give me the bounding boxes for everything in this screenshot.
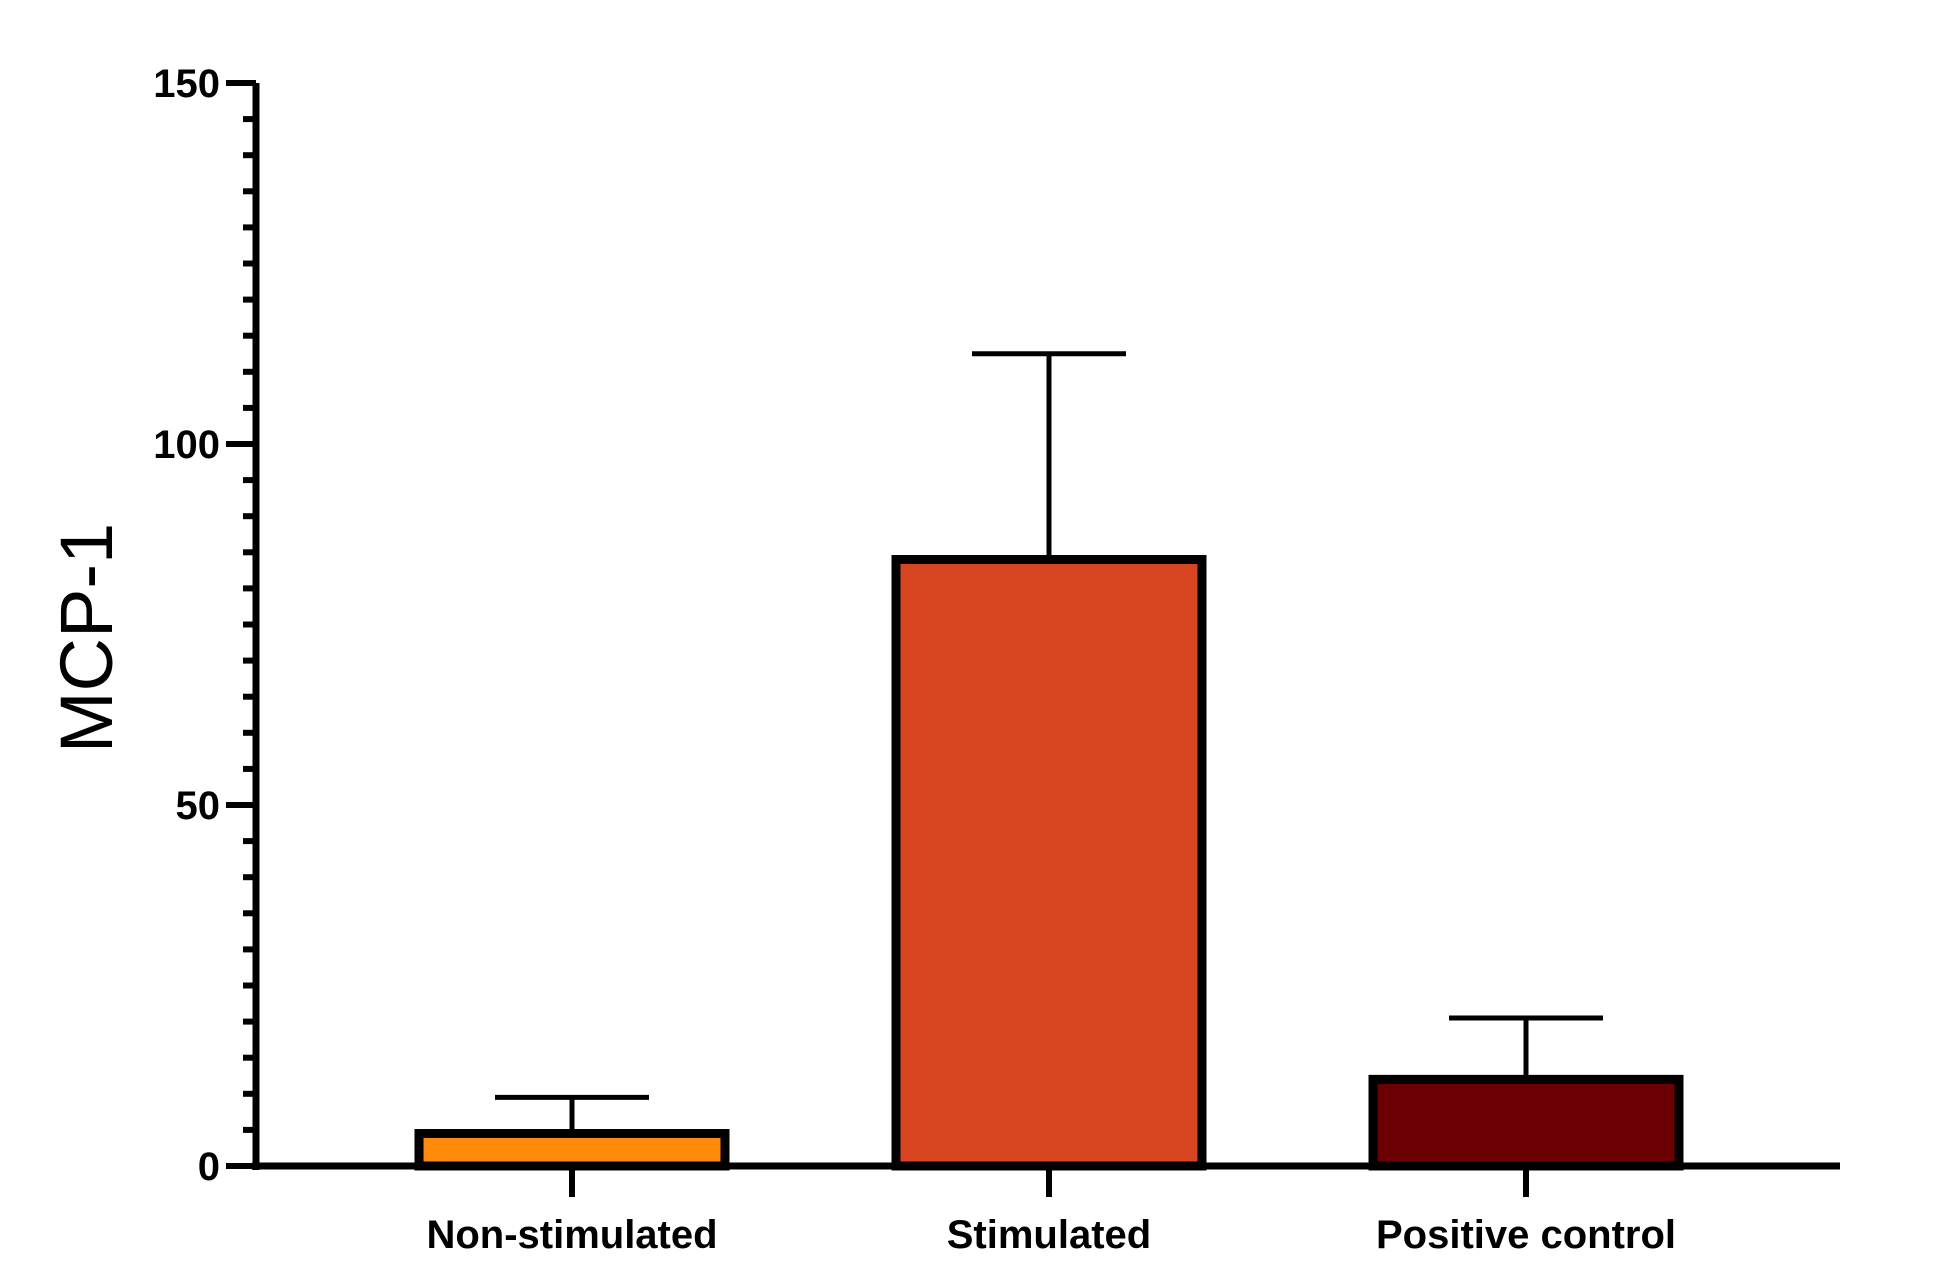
x-tick-label: Non-stimulated: [426, 1213, 717, 1257]
y-major-ticks: 0 50 100 150: [153, 62, 256, 1189]
y-tick-label: 150: [153, 62, 220, 106]
error-bars: [495, 351, 1603, 1134]
x-tick-label: Positive control: [1376, 1213, 1676, 1257]
y-tick-label: 0: [198, 1145, 220, 1189]
x-tick-label: Stimulated: [947, 1213, 1151, 1257]
x-ticks: [569, 1166, 1529, 1197]
y-axis-label: MCP-1: [45, 523, 128, 753]
bars: [414, 555, 1684, 1171]
bar-stimulated: [891, 555, 1207, 1171]
y-tick-label: 50: [176, 784, 221, 828]
y-tick-label: 100: [153, 423, 220, 467]
bar-positive-control: [1368, 1074, 1684, 1171]
x-tick-labels: Non-stimulated Stimulated Positive control: [426, 1213, 1676, 1257]
bar-non-stimulated: [414, 1129, 730, 1171]
